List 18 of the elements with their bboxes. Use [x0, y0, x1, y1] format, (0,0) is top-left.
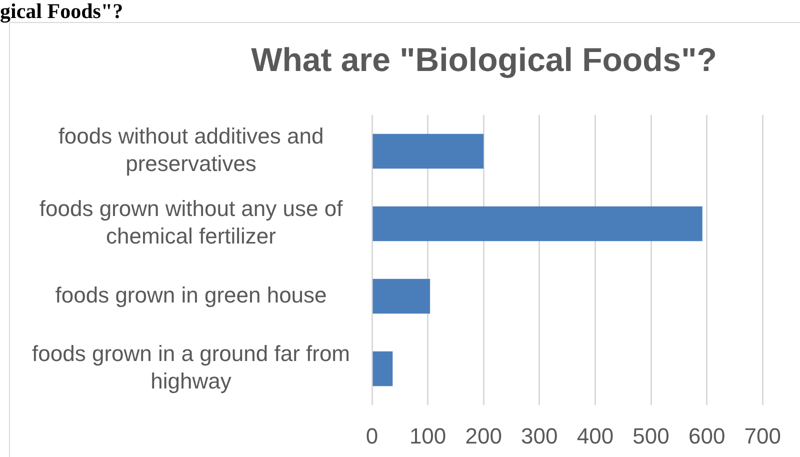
bar — [372, 278, 430, 314]
y-tick-label: foods grown in a ground far from highway — [32, 341, 350, 394]
x-tick-label: 300 — [521, 423, 558, 448]
y-tick-label: foods grown in green house — [55, 282, 327, 308]
y-tick-label: foods without additives and preservatives — [58, 124, 324, 176]
x-tick-label: 200 — [465, 423, 502, 448]
chart-title: What are "Biological Foods"? — [250, 40, 718, 80]
x-tick-label: 100 — [409, 423, 446, 448]
x-tick-label: 500 — [632, 423, 670, 448]
text: gical Foods"? — [0, 0, 124, 23]
bar — [372, 351, 393, 386]
bar — [372, 134, 484, 169]
y-tick-label: foods grown without any use of chemical fertilizer — [39, 196, 344, 249]
bar — [372, 206, 702, 242]
x-tick-label: 700 — [744, 423, 782, 448]
x-tick-label: 400 — [576, 423, 614, 448]
x-tick-label: 0 — [366, 423, 378, 448]
x-tick-label: 600 — [688, 423, 726, 448]
